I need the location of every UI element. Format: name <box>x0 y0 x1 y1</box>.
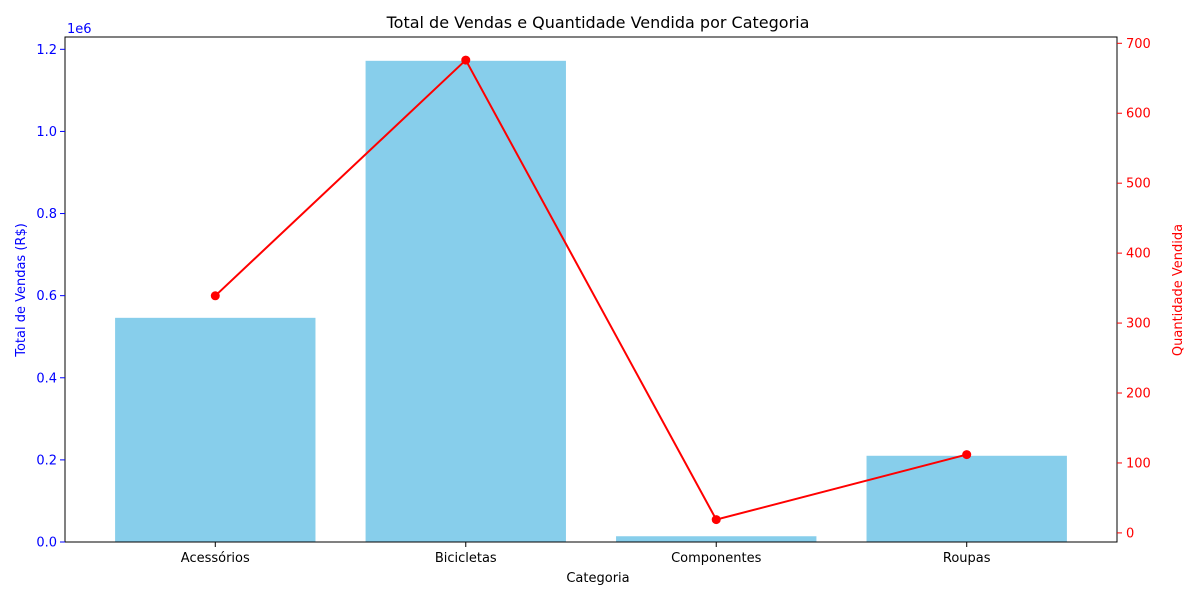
quantity-point-1 <box>461 55 471 65</box>
y-left-tick-label-0: 0.0 <box>36 536 57 551</box>
y-left-offset-text: 1e6 <box>67 22 92 37</box>
quantity-line <box>214 58 967 521</box>
y-right-tick-label-4: 400 <box>1126 247 1151 262</box>
y-left-tick-label-5: 1.0 <box>36 125 57 140</box>
y-right-tick-label-7: 700 <box>1126 37 1151 52</box>
y-left-tick-label-6: 1.2 <box>36 43 57 58</box>
y-left-tick-label-1: 0.2 <box>36 453 57 468</box>
y-right-tick-label-6: 600 <box>1126 107 1151 122</box>
bar-1 <box>365 60 566 542</box>
y-left-axis-label: Total de Vendas (R$) <box>14 223 29 358</box>
plot-area: Acessórios Bicicletas Componentes Roupas 0.0… <box>36 36 1151 566</box>
x-tick-label-1: Bicicletas <box>435 551 497 566</box>
bar-3 <box>866 455 1067 542</box>
y-left-tick-label-2: 0.4 <box>36 371 57 386</box>
y-right-axis-label: Quantidade Vendida <box>1171 224 1186 356</box>
y-left-tick-label-3: 0.6 <box>36 289 57 304</box>
y-left-tick-label-4: 0.8 <box>36 207 57 222</box>
y-right-tick-label-0: 0 <box>1126 526 1134 541</box>
chart-title: Total de Vendas e Quantidade Vendida por… <box>386 13 810 32</box>
y-right-tick-label-2: 200 <box>1126 387 1151 402</box>
bar-0 <box>115 317 316 542</box>
x-tick-label-2: Componentes <box>671 551 761 566</box>
plot-frame <box>64 36 1118 543</box>
y-right-tick-label-1: 100 <box>1126 456 1151 471</box>
x-tick-label-3: Roupas <box>943 551 991 566</box>
x-axis-label: Categoria <box>566 571 629 586</box>
quantity-point-0 <box>210 291 220 301</box>
x-tick-label-0: Acessórios <box>181 551 250 566</box>
quantity-point-3 <box>962 450 972 460</box>
y-right-tick-label-5: 500 <box>1126 177 1151 192</box>
bar-2 <box>616 536 817 542</box>
quantity-point-2 <box>711 515 721 525</box>
y-right-tick-label-3: 300 <box>1126 317 1151 332</box>
